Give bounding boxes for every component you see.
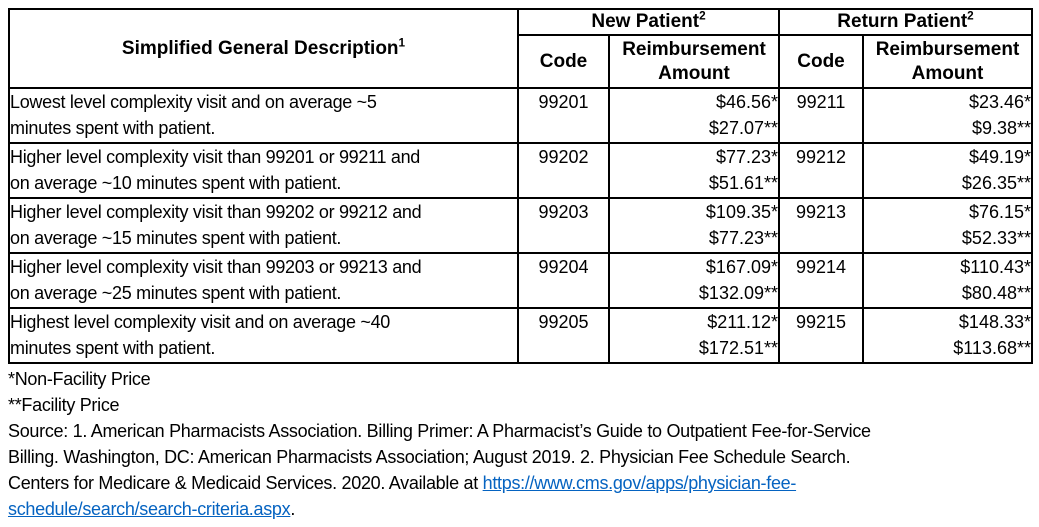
description-line: Higher level complexity visit than 99201… — [10, 147, 421, 167]
return-patient-header-cell: Return Patient2 — [778, 8, 1033, 36]
facility-amount: $26.35** — [961, 173, 1031, 193]
return-patient-header-superscript: 2 — [967, 9, 974, 23]
non-facility-amount: $76.15* — [968, 202, 1031, 222]
return-code-cell: 99213 — [778, 197, 864, 254]
description-line: minutes spent with patient. — [10, 118, 216, 138]
new-amount-cell: $211.12* $172.51** — [608, 307, 780, 364]
non-facility-footnote: *Non-Facility Price — [8, 369, 151, 389]
new-code-cell: 99204 — [517, 252, 610, 309]
facility-amount: $77.23** — [708, 228, 778, 248]
new-code-cell: 99203 — [517, 197, 610, 254]
table-row-99203: Higher level complexity visit than 99202… — [8, 197, 1033, 254]
fee-schedule-table: Simplified General Description1 New Pati… — [8, 8, 1033, 364]
table-row-99202: Higher level complexity visit than 99201… — [8, 142, 1033, 199]
facility-amount: $52.33** — [961, 228, 1031, 248]
source-line-3: Centers for Medicare & Medicaid Services… — [8, 470, 1039, 496]
new-code-cell: 99201 — [517, 87, 610, 144]
return-code-cell: 99212 — [778, 142, 864, 199]
facility-amount: $9.38** — [971, 118, 1031, 138]
description-cell: Lowest level complexity visit and on ave… — [8, 87, 519, 144]
return-reimbursement-header-cell: Reimbursement Amount — [862, 34, 1033, 89]
return-amount-cell: $110.43* $80.48** — [862, 252, 1033, 309]
table-row-99205: Highest level complexity visit and on av… — [8, 307, 1033, 364]
new-code-cell: 99202 — [517, 142, 610, 199]
non-facility-amount: $109.35* — [705, 202, 778, 222]
non-facility-amount: $148.33* — [958, 312, 1031, 332]
non-facility-amount: $46.56* — [715, 92, 778, 112]
description-header-label: Simplified General Description — [121, 37, 399, 59]
description-cell: Higher level complexity visit than 99201… — [8, 142, 519, 199]
new-patient-header-label: New Patient — [591, 11, 700, 32]
return-code-cell: 99211 — [778, 87, 864, 144]
description-cell: Higher level complexity visit than 99202… — [8, 197, 519, 254]
return-amount-cell: $23.46* $9.38** — [862, 87, 1033, 144]
source-text: Centers for Medicare & Medicaid Services… — [8, 473, 483, 493]
facility-amount: $51.61** — [708, 173, 778, 193]
description-line: Higher level complexity visit than 99203… — [10, 257, 422, 277]
description-line: on average ~25 minutes spent with patien… — [10, 283, 342, 303]
non-facility-amount: $77.23* — [715, 147, 778, 167]
facility-amount: $27.07** — [708, 118, 778, 138]
new-amount-cell: $167.09* $132.09** — [608, 252, 780, 309]
cms-url-link[interactable]: https://www.cms.gov/apps/physician-fee- — [482, 473, 797, 493]
non-facility-amount: $167.09* — [705, 257, 778, 277]
non-facility-amount: $49.19* — [968, 147, 1031, 167]
description-header-cell: Simplified General Description1 — [8, 8, 519, 89]
description-cell: Highest level complexity visit and on av… — [8, 307, 519, 364]
facility-amount: $132.09** — [698, 283, 778, 303]
description-header-superscript: 1 — [398, 36, 406, 50]
description-cell: Higher level complexity visit than 99203… — [8, 252, 519, 309]
source-line-1: Source: 1. American Pharmacists Associat… — [8, 421, 871, 441]
new-amount-cell: $109.35* $77.23** — [608, 197, 780, 254]
new-reimbursement-header-cell: Reimbursement Amount — [608, 34, 780, 89]
facility-amount: $80.48** — [961, 283, 1031, 303]
facility-footnote: **Facility Price — [8, 395, 120, 415]
new-code-header-cell: Code — [517, 34, 610, 89]
return-amount-cell: $76.15* $52.33** — [862, 197, 1033, 254]
return-amount-cell: $49.19* $26.35** — [862, 142, 1033, 199]
new-amount-cell: $77.23* $51.61** — [608, 142, 780, 199]
facility-amount: $113.68** — [953, 338, 1031, 358]
description-line: Lowest level complexity visit and on ave… — [10, 92, 377, 112]
source-line-2: Billing. Washington, DC: American Pharma… — [8, 447, 851, 467]
return-amount-cell: $148.33* $113.68** — [862, 307, 1033, 364]
description-line: on average ~10 minutes spent with patien… — [10, 173, 342, 193]
new-patient-header-superscript: 2 — [699, 9, 706, 23]
cms-url-link[interactable]: schedule/search/search-criteria.aspx — [8, 499, 291, 519]
return-code-header-cell: Code — [778, 34, 864, 89]
column-header-row: Code Reimbursement Amount Code Reimburse… — [9, 34, 1033, 89]
non-facility-amount: $110.43* — [960, 257, 1031, 277]
new-amount-cell: $46.56* $27.07** — [608, 87, 780, 144]
return-code-cell: 99214 — [778, 252, 864, 309]
source-line-4: schedule/search/search-criteria.aspx. — [8, 496, 1039, 522]
description-line: on average ~15 minutes spent with patien… — [10, 228, 342, 248]
table-row-99201: Lowest level complexity visit and on ave… — [8, 87, 1033, 144]
new-patient-header-cell: New Patient2 — [517, 8, 780, 36]
return-patient-header-label: Return Patient — [837, 11, 968, 32]
non-facility-amount: $211.12* — [707, 312, 778, 332]
table-row-99204: Higher level complexity visit than 99203… — [8, 252, 1033, 309]
description-line: Highest level complexity visit and on av… — [10, 312, 391, 332]
table-footer: *Non-Facility Price **Facility Price Sou… — [8, 366, 1039, 522]
source-text-suffix: . — [290, 499, 296, 519]
description-line: minutes spent with patient. — [10, 338, 216, 358]
new-code-cell: 99205 — [517, 307, 610, 364]
non-facility-amount: $23.46* — [968, 92, 1031, 112]
facility-amount: $172.51** — [698, 338, 778, 358]
return-code-cell: 99215 — [778, 307, 864, 364]
patient-type-header-row: Simplified General Description1 New Pati… — [8, 8, 1033, 89]
description-line: Higher level complexity visit than 99202… — [10, 202, 422, 222]
